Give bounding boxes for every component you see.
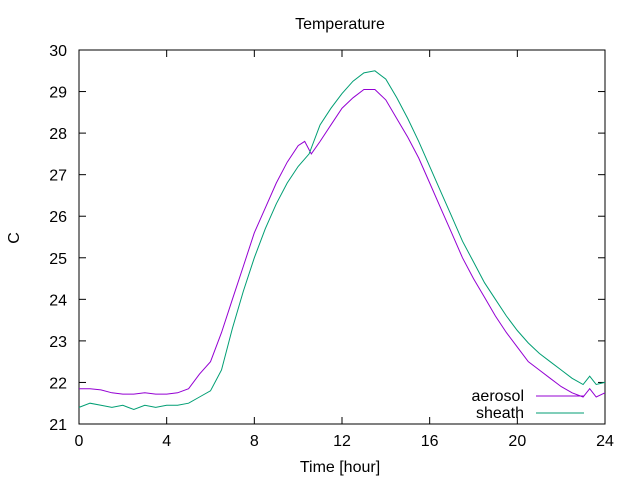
x-tick-label: 12 (333, 433, 351, 450)
x-tick-label: 8 (250, 433, 259, 450)
chart-title: Temperature (295, 16, 385, 33)
axis-ticks: 0 4 8 12 16 20 24 21 22 23 24 25 26 27 28 29 30 (49, 43, 614, 450)
y-tick-label: 24 (49, 292, 67, 309)
series-line-sheath (78, 70, 606, 411)
y-tick-label: 21 (49, 417, 67, 434)
y-tick-label: 30 (49, 43, 67, 60)
plot-frame (78, 49, 606, 425)
x-tick-label: 0 (75, 433, 84, 450)
y-tick-label: 28 (49, 126, 67, 143)
x-tick-label: 24 (596, 433, 614, 450)
series-lines (78, 70, 606, 411)
y-tick-label: 23 (49, 334, 67, 351)
y-tick-label: 29 (49, 85, 67, 102)
legend-label-aerosol: aerosol (472, 388, 524, 405)
x-tick-label: 4 (162, 433, 171, 450)
legend-label-sheath: sheath (476, 405, 524, 422)
y-tick-label: 27 (49, 168, 67, 185)
y-tick-label: 22 (49, 375, 67, 392)
x-tick-label: 16 (421, 433, 439, 450)
x-tick-label: 20 (508, 433, 526, 450)
y-axis-label: C (6, 232, 23, 244)
y-tick-label: 25 (49, 251, 67, 268)
x-axis-label: Time [hour] (300, 459, 380, 476)
series-line-aerosol (79, 89, 606, 398)
y-tick-label: 26 (49, 209, 67, 226)
